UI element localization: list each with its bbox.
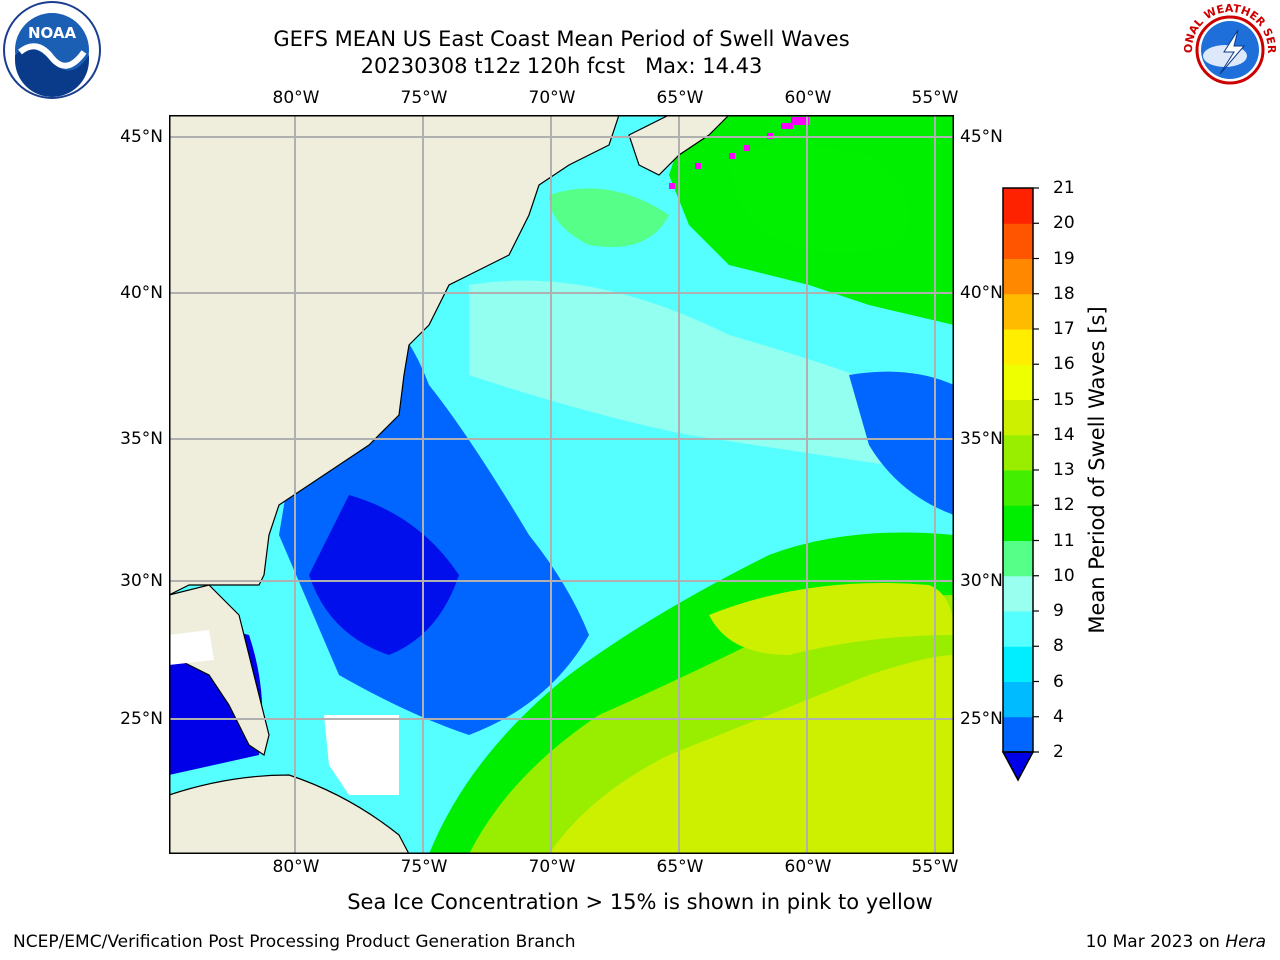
colorbar-tick-label: 12 <box>1053 495 1075 516</box>
colorbar-band <box>1003 681 1033 718</box>
lat-tick-right: 40°N <box>960 283 1003 303</box>
colorbar-tick-label: 21 <box>1053 178 1075 198</box>
sea-ice-note: Sea Ice Concentration > 15% is shown in … <box>347 890 933 914</box>
us-landmass <box>169 115 620 596</box>
footer-credit: NCEP/EMC/Verification Post Processing Pr… <box>13 932 576 952</box>
chart-title: GEFS MEAN US East Coast Mean Period of S… <box>273 27 850 51</box>
colorbar-band <box>1003 470 1033 506</box>
colorbar-extend-arrow <box>1001 751 1035 782</box>
no-data-bahamas <box>324 715 399 795</box>
noaa-logo-text: NOAA <box>28 24 77 42</box>
colorbar-band <box>1003 716 1033 753</box>
colorbar-tick-label: 19 <box>1053 248 1075 269</box>
lon-tick-bottom: 70°W <box>528 857 576 877</box>
colorbar-band <box>1003 611 1033 647</box>
colorbar-tick-label: 8 <box>1053 636 1064 657</box>
colorbar-tick-label: 10 <box>1053 565 1075 586</box>
lat-tick-left: 25°N <box>120 709 163 729</box>
colorbar-tick-label: 17 <box>1053 319 1075 339</box>
lon-tick-top: 75°W <box>400 88 448 108</box>
lon-tick-top: 65°W <box>656 88 704 108</box>
colorbar-tick-label: 4 <box>1053 706 1064 727</box>
florida <box>169 584 270 756</box>
lat-tick-left: 40°N <box>120 283 163 303</box>
lat-tick-left: 35°N <box>120 429 163 449</box>
lat-tick-left: 30°N <box>120 571 163 591</box>
noaa-logo: NOAA <box>3 1 101 99</box>
colorbar-tick-label: 18 <box>1053 283 1075 304</box>
lon-tick-top: 60°W <box>784 88 832 108</box>
lon-tick-bottom: 65°W <box>656 857 704 877</box>
graticule <box>169 115 954 854</box>
colorbar-band <box>1003 505 1033 541</box>
lon-tick-bottom: 75°W <box>400 857 448 877</box>
lon-tick-bottom: 80°W <box>272 857 320 877</box>
colorbar-band <box>1003 258 1033 295</box>
colorbar-tick-label: 20 <box>1053 213 1075 234</box>
footer-date: 10 Mar 2023 on Hera <box>1086 932 1266 952</box>
map-panel <box>169 115 954 854</box>
colorbar-tick-label: 16 <box>1053 354 1075 375</box>
lon-tick-top: 70°W <box>528 88 576 108</box>
lat-tick-left: 45°N <box>120 127 163 147</box>
colorbar-tick-label: 14 <box>1053 424 1075 445</box>
colorbar-tick-label: 11 <box>1053 530 1075 551</box>
colorbar-band <box>1003 293 1033 330</box>
footer-host: Hera <box>1225 932 1266 952</box>
colorbar-band <box>1003 575 1033 612</box>
colorbar-band <box>1003 188 1033 224</box>
lat-tick-right: 45°N <box>960 127 1003 147</box>
lon-tick-top: 55°W <box>911 88 959 108</box>
colorbar-tick-label: 2 <box>1053 742 1064 762</box>
chart-subtitle: 20230308 t12z 120h fcst Max: 14.43 <box>360 54 763 78</box>
lat-tick-right: 30°N <box>960 571 1003 591</box>
colorbar-tick-label: 13 <box>1053 460 1075 480</box>
colorbar-tick-label: 6 <box>1053 671 1064 692</box>
colorbar-band <box>1003 434 1033 471</box>
colorbar-band <box>1003 540 1033 577</box>
colorbar <box>1001 187 1039 782</box>
lon-tick-top: 80°W <box>272 88 320 108</box>
colorbar-tick-label: 9 <box>1053 601 1064 621</box>
colorbar-band <box>1003 364 1033 400</box>
lon-tick-bottom: 55°W <box>911 857 959 877</box>
lon-tick-bottom: 60°W <box>784 857 832 877</box>
footer-date-text: 10 Mar 2023 on <box>1085 932 1226 952</box>
nws-logo: NATIONAL WEATHER SERVICE <box>1180 0 1278 98</box>
lat-tick-right: 25°N <box>960 709 1003 729</box>
lat-tick-right: 35°N <box>960 429 1003 449</box>
colorbar-band <box>1003 399 1033 436</box>
colorbar-band <box>1003 223 1033 259</box>
colorbar-band <box>1003 646 1033 682</box>
colorbar-tick-label: 15 <box>1053 389 1075 410</box>
colorbar-band <box>1003 329 1033 365</box>
colorbar-label: Mean Period of Swell Waves [s] <box>1085 306 1109 634</box>
